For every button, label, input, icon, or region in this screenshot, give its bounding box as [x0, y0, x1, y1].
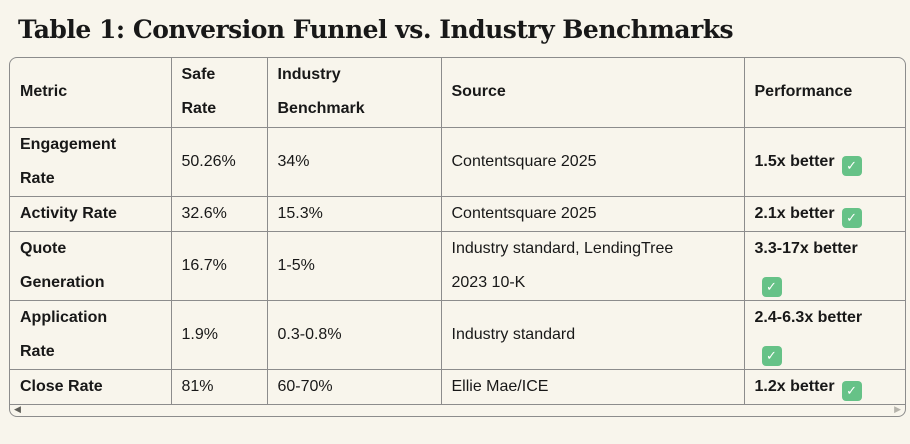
table-row: Activity Rate 32.6% 15.3% Contentsquare …	[10, 195, 905, 232]
metric-cell: Engagement Rate	[10, 126, 172, 197]
benchmark-cell: 0.3-0.8%	[266, 299, 442, 370]
performance-cell: 1.2x better ✓	[743, 368, 905, 404]
source-cell: Contentsquare 2025	[440, 195, 745, 232]
table-row: Close Rate 81% 60-70% Ellie Mae/ICE 1.2x…	[10, 368, 905, 404]
performance-text: 2.4-6.3x better	[754, 308, 863, 326]
header-metric: Metric	[10, 57, 172, 128]
check-icon: ✓	[841, 380, 862, 401]
header-performance: Performance	[743, 57, 905, 128]
benchmark-cell: 15.3%	[266, 195, 442, 232]
benchmark-cell: 34%	[266, 126, 442, 197]
metric-cell: Application Rate	[10, 299, 172, 370]
performance-cell: 2.1x better ✓	[743, 195, 905, 232]
check-icon: ✓	[841, 155, 862, 176]
source-cell: Ellie Mae/ICE	[440, 368, 745, 404]
performance-cell: 3.3-17x better ✓	[743, 230, 905, 301]
benchmark-table-container: Metric Safe Rate Industry Benchmark Sour…	[9, 57, 906, 417]
source-cell: Contentsquare 2025	[440, 126, 745, 197]
safe-rate-cell: 16.7%	[170, 230, 268, 301]
metric-cell: Quote Generation	[10, 230, 172, 301]
table-row: Application Rate 1.9% 0.3-0.8% Industry …	[10, 299, 905, 370]
performance-cell: 1.5x better ✓	[743, 126, 905, 197]
performance-text: 1.2x better	[754, 377, 835, 395]
metric-cell: Close Rate	[10, 368, 172, 404]
safe-rate-cell: 50.26%	[170, 126, 268, 197]
benchmark-table: Metric Safe Rate Industry Benchmark Sour…	[10, 57, 905, 404]
safe-rate-cell: 32.6%	[170, 195, 268, 232]
horizontal-scrollbar[interactable]: ◀ ▶	[10, 403, 905, 416]
performance-text: 1.5x better	[754, 152, 835, 170]
table-row: Engagement Rate 50.26% 34% Contentsquare…	[10, 126, 905, 197]
source-cell: Industry standard	[440, 299, 745, 370]
header-industry-benchmark: Industry Benchmark	[266, 57, 442, 128]
performance-cell: 2.4-6.3x better ✓	[743, 299, 905, 370]
check-icon: ✓	[761, 276, 782, 297]
safe-rate-cell: 1.9%	[170, 299, 268, 370]
check-icon: ✓	[761, 345, 782, 366]
table-row: Quote Generation 16.7% 1-5% Industry sta…	[10, 230, 905, 301]
performance-text: 3.3-17x better	[754, 239, 858, 257]
benchmark-cell: 1-5%	[266, 230, 442, 301]
performance-text: 2.1x better	[754, 204, 835, 222]
header-safe-rate: Safe Rate	[170, 57, 268, 128]
table-header-row: Metric Safe Rate Industry Benchmark Sour…	[10, 57, 905, 128]
safe-rate-cell: 81%	[170, 368, 268, 404]
check-icon: ✓	[841, 207, 862, 228]
scroll-left-button[interactable]: ◀	[14, 404, 21, 415]
scroll-right-button[interactable]: ▶	[894, 404, 901, 415]
source-cell: Industry standard, LendingTree 2023 10-K	[440, 230, 745, 301]
metric-cell: Activity Rate	[10, 195, 172, 232]
page-title: Table 1: Conversion Funnel vs. Industry …	[18, 15, 734, 44]
benchmark-cell: 60-70%	[266, 368, 442, 404]
header-source: Source	[440, 57, 745, 128]
